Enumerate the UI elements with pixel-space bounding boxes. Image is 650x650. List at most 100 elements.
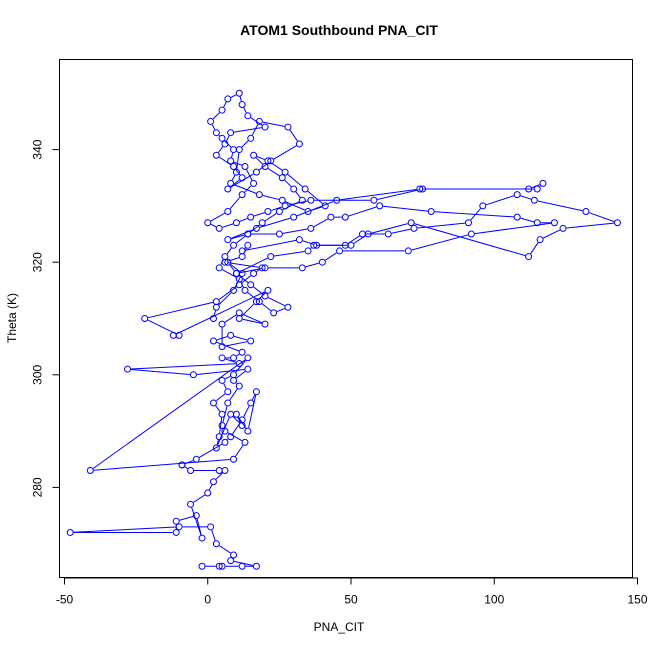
y-tick-label: 320 (31, 252, 45, 272)
x-axis-title: PNA_CIT (314, 620, 365, 634)
series-segment (228, 262, 259, 268)
x-axis: -50 0 50 100 150 (56, 577, 648, 607)
data-point (261, 292, 269, 300)
series-segment (474, 222, 552, 235)
data-point (218, 354, 226, 362)
series-segment (233, 335, 248, 341)
data-point (218, 134, 226, 142)
series-segment (193, 494, 206, 503)
series-segment (147, 319, 177, 335)
series-segment (348, 206, 377, 217)
data-point (358, 230, 366, 238)
series-segment (225, 341, 248, 347)
series-segment (271, 206, 282, 211)
data-point (230, 162, 238, 170)
series-segment (247, 292, 257, 300)
data-point (238, 247, 246, 255)
data-point (247, 337, 255, 345)
data-point (209, 337, 217, 345)
series-segment (130, 368, 190, 376)
data-point (407, 219, 415, 227)
data-point (261, 264, 269, 272)
series-segment (274, 250, 305, 257)
data-point (207, 523, 215, 531)
series-segment (284, 179, 292, 187)
series-segment (235, 444, 244, 457)
data-point (267, 253, 275, 261)
data-point (218, 343, 226, 351)
data-point (244, 112, 252, 120)
series-segment (530, 242, 539, 254)
series-segment (391, 228, 411, 234)
data-point (264, 208, 272, 216)
data-point (215, 433, 223, 441)
data-point (559, 224, 567, 232)
data-point (221, 438, 229, 446)
data-point (275, 230, 283, 238)
series-segment (208, 484, 213, 491)
series-segment (239, 217, 248, 222)
series-segment (262, 121, 285, 127)
data-point (310, 241, 318, 249)
data-point (281, 202, 289, 210)
series-segment (273, 145, 297, 160)
data-point (224, 185, 232, 193)
data-point (327, 213, 335, 221)
data-point (66, 528, 74, 536)
series-segment (313, 218, 329, 228)
data-point (218, 106, 226, 114)
data-point (227, 331, 235, 339)
series-segment (244, 247, 246, 249)
series-segment (131, 363, 236, 370)
data-point (221, 253, 229, 261)
series-segment (236, 152, 240, 169)
data-point (341, 241, 349, 249)
data-point (536, 236, 544, 244)
series-segment (230, 94, 237, 98)
data-point (525, 185, 533, 193)
data-point (513, 191, 521, 199)
series-segment (243, 107, 247, 113)
series-segment (226, 247, 232, 255)
series-segment (276, 308, 285, 313)
data-point (187, 467, 195, 475)
data-point (204, 489, 212, 497)
series-segment (213, 310, 216, 316)
chart-title: ATOM1 Southbound PNA_CIT (240, 22, 438, 38)
data-point (175, 331, 183, 339)
series-segment (243, 405, 250, 417)
series-segment (241, 303, 255, 317)
series-segment (371, 223, 408, 234)
series-segment (229, 196, 241, 210)
series-segment (218, 134, 220, 137)
data-point (295, 236, 303, 244)
series-segment (520, 195, 532, 200)
series-segment (589, 212, 615, 223)
series-segment (251, 394, 256, 401)
series-segment (248, 395, 257, 428)
data-point (215, 224, 223, 232)
data-point (384, 230, 392, 238)
series-points (66, 89, 621, 570)
series-segment (305, 262, 320, 268)
series-segment (414, 223, 526, 257)
series-segment (218, 292, 232, 306)
data-point (221, 427, 229, 435)
series-segment (212, 112, 220, 120)
data-point (235, 382, 243, 390)
data-point (261, 162, 269, 170)
data-point (416, 185, 424, 193)
data-point (209, 478, 217, 486)
data-point (224, 388, 232, 396)
data-point (212, 303, 220, 311)
data-point (275, 208, 283, 216)
data-point (313, 241, 321, 249)
series-segment (311, 206, 323, 211)
series-segment (211, 124, 216, 130)
series-segment (231, 234, 245, 240)
data-point (224, 399, 232, 407)
data-point (238, 421, 246, 429)
data-point (550, 219, 558, 227)
data-point (235, 275, 243, 283)
data-point (427, 208, 435, 216)
